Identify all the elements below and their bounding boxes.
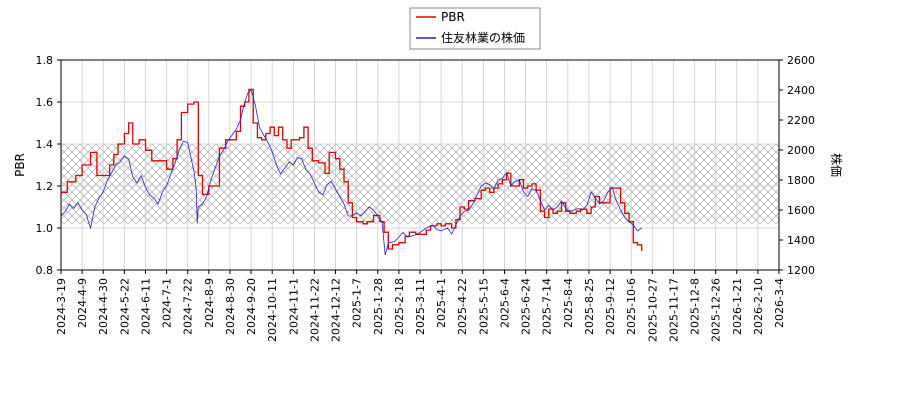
right-tick-label-3: 1800	[787, 174, 815, 187]
x-tick-label-12: 2024-11-22	[308, 278, 321, 342]
x-tick-label-3: 2024-5-22	[118, 278, 131, 335]
series-line-1	[61, 89, 642, 256]
right-axis: 1200 1400 1600 1800 2000 2200 2400 2600	[779, 54, 815, 277]
x-tick-label-15: 2025-1-28	[372, 278, 385, 335]
right-tick-label-6: 2400	[787, 84, 815, 97]
x-tick-label-23: 2025-7-14	[541, 278, 554, 335]
x-tick-label-16: 2025-2-18	[393, 278, 406, 335]
x-tick-label-19: 2025-4-22	[456, 278, 469, 335]
x-tick-label-4: 2024-6-11	[139, 278, 152, 335]
x-tick-label-31: 2025-12-26	[710, 278, 723, 342]
x-tick-label-7: 2024-8-9	[203, 278, 216, 328]
x-tick-label-1: 2024-4-9	[76, 278, 89, 328]
legend-price-label: 住友林業の株価	[441, 30, 525, 45]
x-tick-label-6: 2024-7-22	[182, 278, 195, 335]
x-axis: 2024-3-19 2024-4-9 2024-4-30 2024-5-22 2024-…	[55, 270, 786, 342]
x-tick-label-17: 2025-3-11	[414, 278, 427, 335]
x-tick-label-20: 2025-5-15	[477, 278, 490, 335]
x-tick-label-0: 2024-3-19	[55, 278, 68, 335]
x-tick-label-2: 2024-4-30	[97, 278, 110, 335]
right-tick-label-7: 2600	[787, 54, 815, 67]
x-tick-label-22: 2025-6-24	[520, 278, 533, 335]
right-tick-label-4: 2000	[787, 144, 815, 157]
left-tick-label-2: 1.2	[36, 180, 54, 193]
x-tick-label-24: 2025-8-4	[562, 278, 575, 328]
legend-pbr-label: PBR	[441, 10, 465, 24]
x-tick-label-5: 2024-7-1	[161, 278, 174, 328]
x-tick-label-14: 2025-1-7	[351, 278, 364, 328]
left-axis: 0.8 1.0 1.2 1.4 1.6 1.8	[36, 54, 61, 277]
x-tick-label-11: 2024-11-1	[287, 278, 300, 335]
x-tick-label-25: 2025-8-25	[583, 278, 596, 335]
x-tick-label-9: 2024-9-20	[245, 278, 258, 335]
left-tick-label-1: 1.0	[36, 222, 54, 235]
x-tick-label-30: 2025-12-8	[689, 278, 702, 335]
series-group	[61, 88, 643, 256]
right-tick-label-1: 1400	[787, 234, 815, 247]
x-tick-label-32: 2026-1-21	[731, 278, 744, 335]
x-tick-label-27: 2025-10-6	[625, 278, 638, 335]
grid	[60, 59, 780, 271]
x-tick-label-13: 2024-12-12	[330, 278, 343, 342]
right-tick-label-2: 1600	[787, 204, 815, 217]
x-tick-label-10: 2024-10-11	[266, 278, 279, 342]
x-tick-label-21: 2025-6-4	[498, 278, 511, 328]
left-tick-label-5: 1.8	[36, 54, 54, 67]
left-axis-title: PBR	[13, 153, 27, 177]
legend-box	[409, 7, 541, 50]
right-axis-title: 株価	[829, 153, 844, 177]
x-tick-label-26: 2025-9-12	[604, 278, 617, 335]
x-tick-label-33: 2026-2-10	[752, 278, 765, 335]
x-tick-label-8: 2024-8-30	[224, 278, 237, 335]
series-line-0	[61, 88, 643, 252]
left-tick-label-0: 0.8	[36, 264, 54, 277]
left-tick-label-4: 1.6	[36, 96, 54, 109]
x-tick-label-29: 2025-11-17	[667, 278, 680, 342]
right-tick-label-0: 1200	[787, 264, 815, 277]
left-tick-label-3: 1.4	[36, 138, 54, 151]
x-tick-label-18: 2025-4-1	[435, 278, 448, 328]
right-tick-label-5: 2200	[787, 114, 815, 127]
x-tick-label-28: 2025-10-27	[646, 278, 659, 342]
x-tick-label-34: 2026-3-4	[773, 278, 786, 328]
legend: PBR 住友林業の株価	[409, 7, 541, 50]
